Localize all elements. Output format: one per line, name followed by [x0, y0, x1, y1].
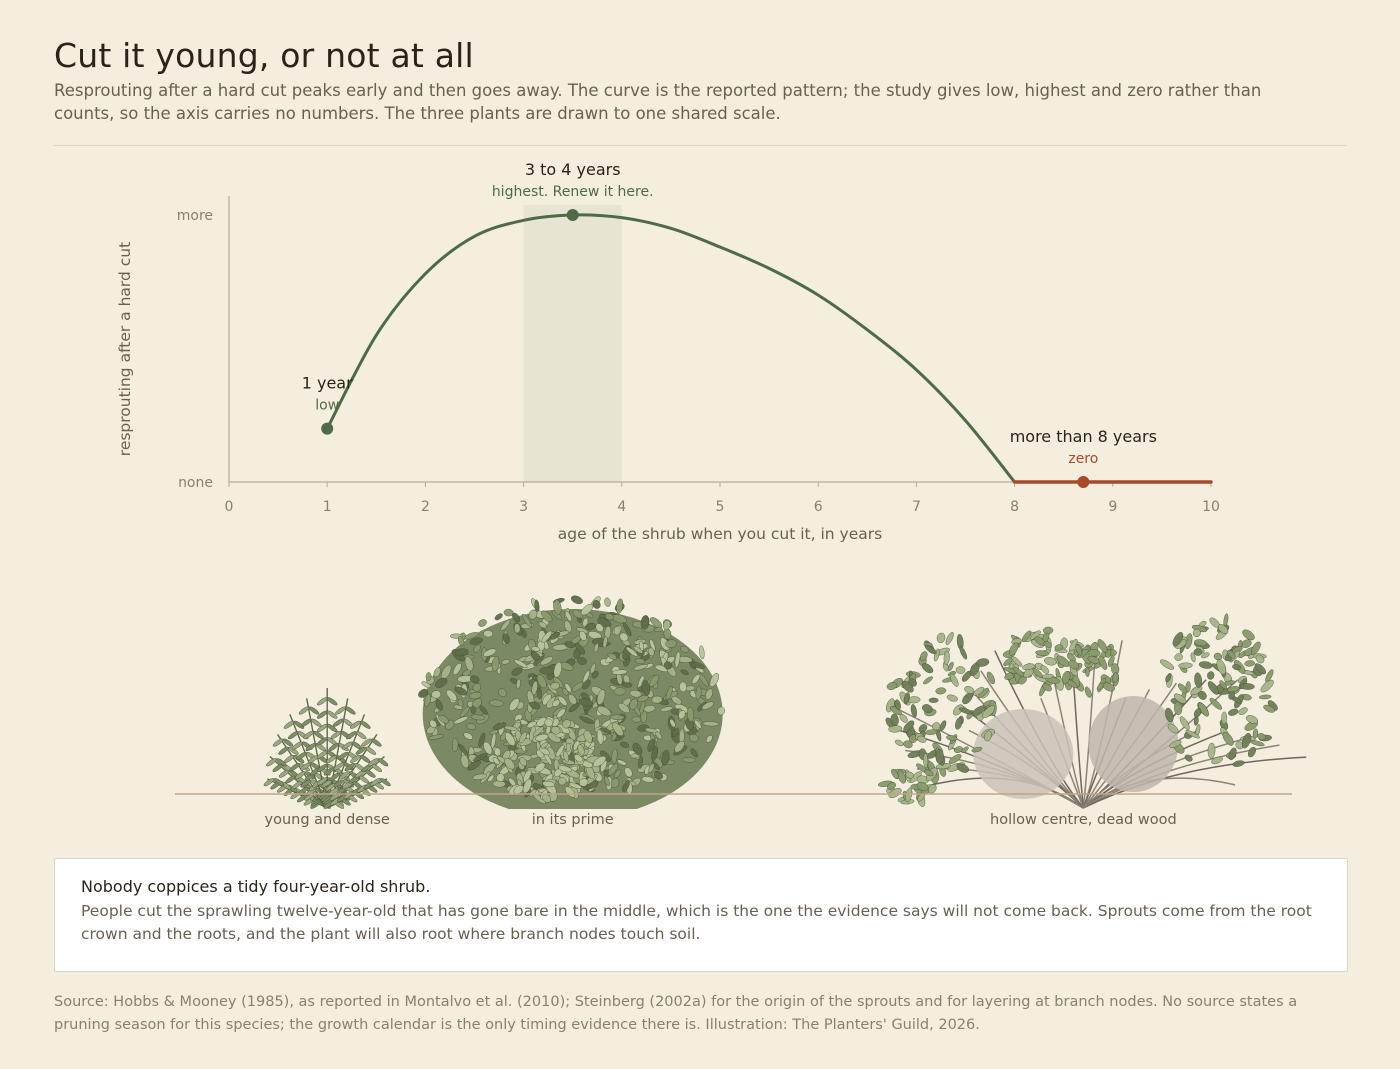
- old-shrub-icon: [877, 613, 1307, 809]
- x-tick-label: 8: [1010, 499, 1019, 515]
- x-tick-label: 0: [225, 499, 234, 515]
- annotation-sublabel: highest. Renew it here.: [492, 184, 654, 200]
- y-axis-title: resprouting after a hard cut: [116, 242, 134, 456]
- annotation-label: more than 8 years: [1010, 427, 1157, 446]
- x-tick-label: 2: [421, 499, 430, 515]
- illustration-caption: young and dense: [265, 812, 390, 828]
- callout-title: Nobody coppices a tidy four-year-old shr…: [81, 877, 431, 896]
- source-note: Source: Hobbs & Mooney (1985), as report…: [54, 994, 1298, 1033]
- annotation-point: [1077, 476, 1090, 488]
- x-tick-label: 9: [1108, 499, 1117, 515]
- page-subtitle: Resprouting after a hard cut peaks early…: [54, 81, 1262, 123]
- x-tick-label: 6: [814, 499, 823, 515]
- x-tick-label: 10: [1202, 499, 1220, 515]
- prime-shrub-icon: [418, 595, 726, 809]
- illustration-caption: in its prime: [532, 812, 614, 828]
- y-tick-label: none: [178, 475, 213, 491]
- page-title: Cut it young, or not at all: [54, 36, 474, 75]
- annotation-point: [566, 209, 579, 221]
- young-shrub-icon: [263, 688, 391, 809]
- y-tick-label: more: [177, 208, 213, 224]
- divider: [54, 145, 1346, 146]
- annotation-label: 1 year: [302, 374, 353, 393]
- resprouting-chart: 0 1 2 3 4 5 6 7 8 9 10 none more age of the shrub whe…: [116, 160, 1307, 828]
- insight-callout: Nobody coppices a tidy four-year-old shr…: [54, 858, 1348, 972]
- x-tick-label: 7: [912, 499, 921, 515]
- x-tick-label: 3: [519, 499, 528, 515]
- x-tick-label: 1: [323, 499, 332, 515]
- callout-body: People cut the sprawling twelve-year-old…: [81, 902, 1312, 943]
- annotation-sublabel: low: [315, 398, 339, 414]
- x-axis-title: age of the shrub when you cut it, in yea…: [558, 525, 882, 543]
- x-tick-label: 4: [617, 499, 626, 515]
- resprout-curve: [325, 213, 1017, 484]
- x-tick-label: 5: [716, 499, 725, 515]
- annotation-sublabel: zero: [1068, 451, 1098, 467]
- annotation-point: [321, 422, 334, 435]
- peak-band: [523, 205, 622, 482]
- annotation-label: 3 to 4 years: [525, 160, 621, 179]
- illustration-caption: hollow centre, dead wood: [990, 812, 1177, 828]
